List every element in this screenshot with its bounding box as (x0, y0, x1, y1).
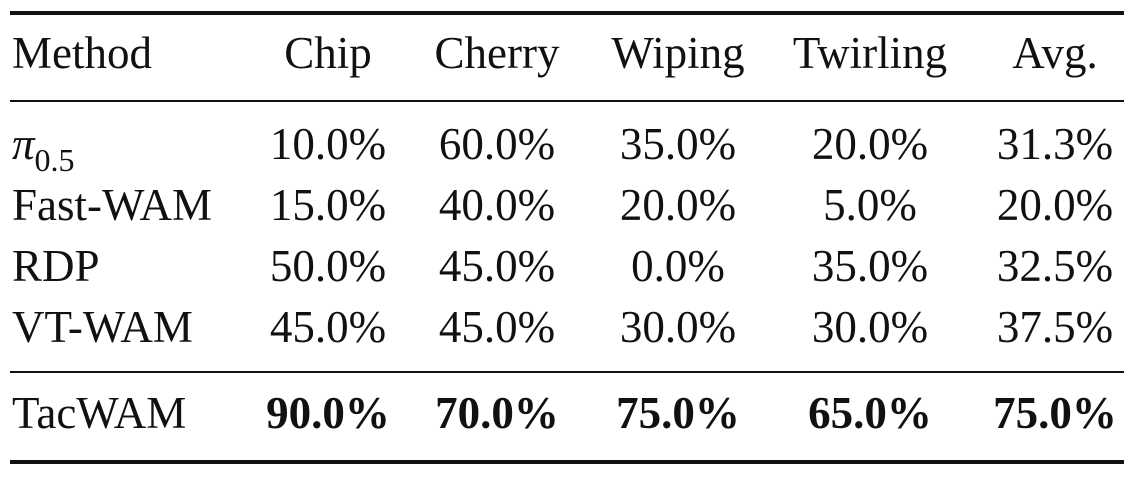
value-cell: 70.0% (435, 388, 559, 438)
method-cell: TacWAM (12, 388, 187, 438)
method-cell: RDP (12, 241, 100, 291)
mid-rule (10, 100, 1124, 102)
method-symbol: π (12, 119, 35, 169)
value-cell: 40.0% (438, 180, 556, 230)
value-cell: 20.0% (996, 180, 1114, 230)
method-subscript: 0.5 (34, 142, 75, 178)
value-cell: 20.0% (619, 180, 737, 230)
value-cell: 45.0% (438, 241, 556, 291)
value-cell: 31.3% (996, 119, 1114, 169)
mid-rule (10, 371, 1124, 373)
value-cell: 50.0% (269, 241, 387, 291)
value-cell: 0.0% (631, 241, 725, 291)
top-rule (10, 11, 1124, 15)
value-cell: 45.0% (269, 302, 387, 352)
value-cell: 45.0% (438, 302, 556, 352)
value-cell: 35.0% (811, 241, 929, 291)
header-cell: Avg. (1012, 28, 1098, 78)
method-cell: Fast-WAM (12, 180, 212, 230)
value-cell: 60.0% (438, 119, 556, 169)
value-cell: 65.0% (808, 388, 932, 438)
header-cell: Twirling (792, 28, 948, 78)
method-cell: π0.5 (12, 119, 75, 178)
header-cell: Chip (284, 28, 372, 78)
value-cell: 37.5% (996, 302, 1114, 352)
value-cell: 90.0% (266, 388, 390, 438)
value-cell: 30.0% (619, 302, 737, 352)
method-cell: VT-WAM (12, 302, 193, 352)
value-cell: 10.0% (269, 119, 387, 169)
value-cell: 75.0% (616, 388, 740, 438)
value-cell: 30.0% (811, 302, 929, 352)
bottom-rule (10, 460, 1124, 464)
header-cell: Method (12, 28, 152, 78)
header-cell: Wiping (611, 28, 745, 78)
value-cell: 75.0% (993, 388, 1117, 438)
value-cell: 15.0% (269, 180, 387, 230)
value-cell: 35.0% (619, 119, 737, 169)
header-cell: Cherry (434, 28, 560, 78)
value-cell: 32.5% (996, 241, 1114, 291)
value-cell: 20.0% (811, 119, 929, 169)
value-cell: 5.0% (823, 180, 917, 230)
